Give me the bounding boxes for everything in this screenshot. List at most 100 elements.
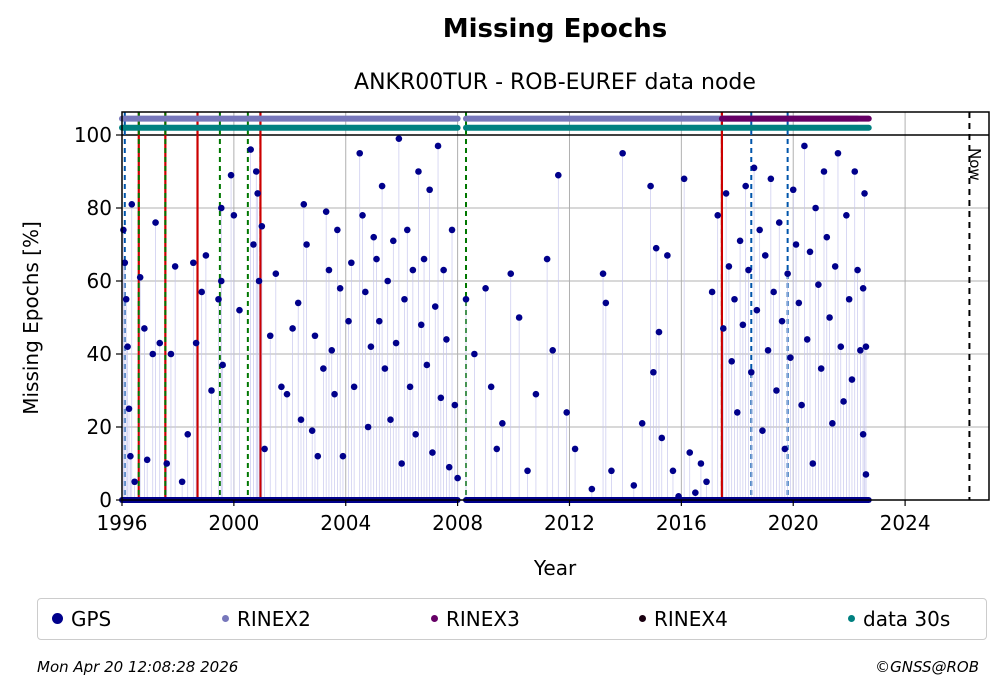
gps-point [364,423,372,431]
gps-point [742,182,749,190]
gps-point [647,182,654,190]
gps-point [289,325,296,332]
gps-point [831,263,839,270]
gps-point [448,226,456,234]
legend-marker-gps [52,613,63,624]
legend-marker-rinex2 [222,615,229,622]
gps-point [198,288,206,296]
x-tick-label: 2004 [320,511,371,535]
x-tick-label: 1996 [97,511,148,535]
gps-point [443,336,450,343]
gps-point [837,343,845,351]
gps-point [336,285,344,292]
gps-point [261,445,268,453]
gps-point [120,226,127,234]
gps-point [792,241,800,248]
gps-point [406,383,414,391]
gps-point [854,266,861,274]
gps-point [131,478,138,486]
gps-point [314,452,322,460]
gps-point [328,347,336,354]
gps-point [764,347,772,354]
gps-point [862,343,870,351]
gps-point [630,482,638,489]
gps-point [339,452,347,460]
x-tick-label: 2012 [544,511,595,535]
gps-point [122,295,130,303]
gps-point [258,222,266,230]
gps-stems [123,138,867,500]
gps-point [728,358,735,365]
legend-item-gps: GPS [52,607,111,631]
gps-point [840,398,847,405]
gps-point [412,431,419,438]
gps-point [297,416,305,424]
gps-point [599,270,607,278]
y-tick-label: 40 [87,342,112,366]
gps-point [163,460,171,467]
gps-point [230,212,238,219]
gps-point [395,135,403,142]
gps-point [834,149,842,157]
gps-point [420,255,428,263]
gps-point [747,368,755,376]
gps-point [759,427,766,434]
gps-point [141,325,148,332]
gps-point [736,237,744,245]
legend-item-rinex2: RINEX2 [222,607,311,631]
gps-point [815,281,822,288]
gps-point [303,241,310,248]
gps-point [434,142,442,150]
gps-point [801,142,808,150]
gps-point [152,219,159,226]
gps-point [812,204,819,212]
gps-point [823,233,831,241]
x-tick-label: 2020 [768,511,819,535]
gps-point [669,467,677,475]
gps-point [773,387,780,394]
gps-point [219,361,226,369]
gps-point [733,409,741,416]
gps-point [373,255,380,263]
gps-point [803,336,811,343]
gps-point [387,416,394,424]
legend-item-data30s: data 30s [848,607,950,631]
gps-point [331,390,338,398]
axes [116,111,990,506]
legend-label-rinex4: RINEX4 [654,607,728,631]
gps-point [720,325,727,332]
gps-point [384,277,391,285]
gps-point [236,306,243,314]
gps-point [843,212,850,219]
gps-point [809,460,817,467]
gps-point [136,274,144,281]
gps-point [403,226,411,234]
gps-point [806,248,814,256]
gps-point [345,317,352,325]
gps-point [381,365,389,372]
gps-point [431,303,439,310]
gps-point [563,409,570,416]
gps-point [350,383,358,391]
gps-point [722,190,730,197]
gps-point [750,164,758,172]
gps-point [862,471,870,478]
gps-point [798,401,805,409]
gps-point [202,252,210,259]
x-tick-label: 2000 [208,511,259,535]
gps-point [124,343,131,351]
gps-point [554,171,562,179]
gps-point [756,226,763,234]
gps-point [272,270,280,278]
gps-point [778,317,786,325]
legend-label-rinex2: RINEX2 [237,607,311,631]
gps-point [437,394,445,402]
gps-point [217,277,225,285]
gps-point [121,259,129,267]
gps-point [325,266,333,274]
tick-labels: 0 20 40 60 80 100 1996 2000 2004 2008 2012 2016 2020… [74,123,931,535]
gps-point [149,350,157,358]
gps-point [532,390,540,398]
gps-point [254,190,261,197]
gps-point [348,259,355,267]
